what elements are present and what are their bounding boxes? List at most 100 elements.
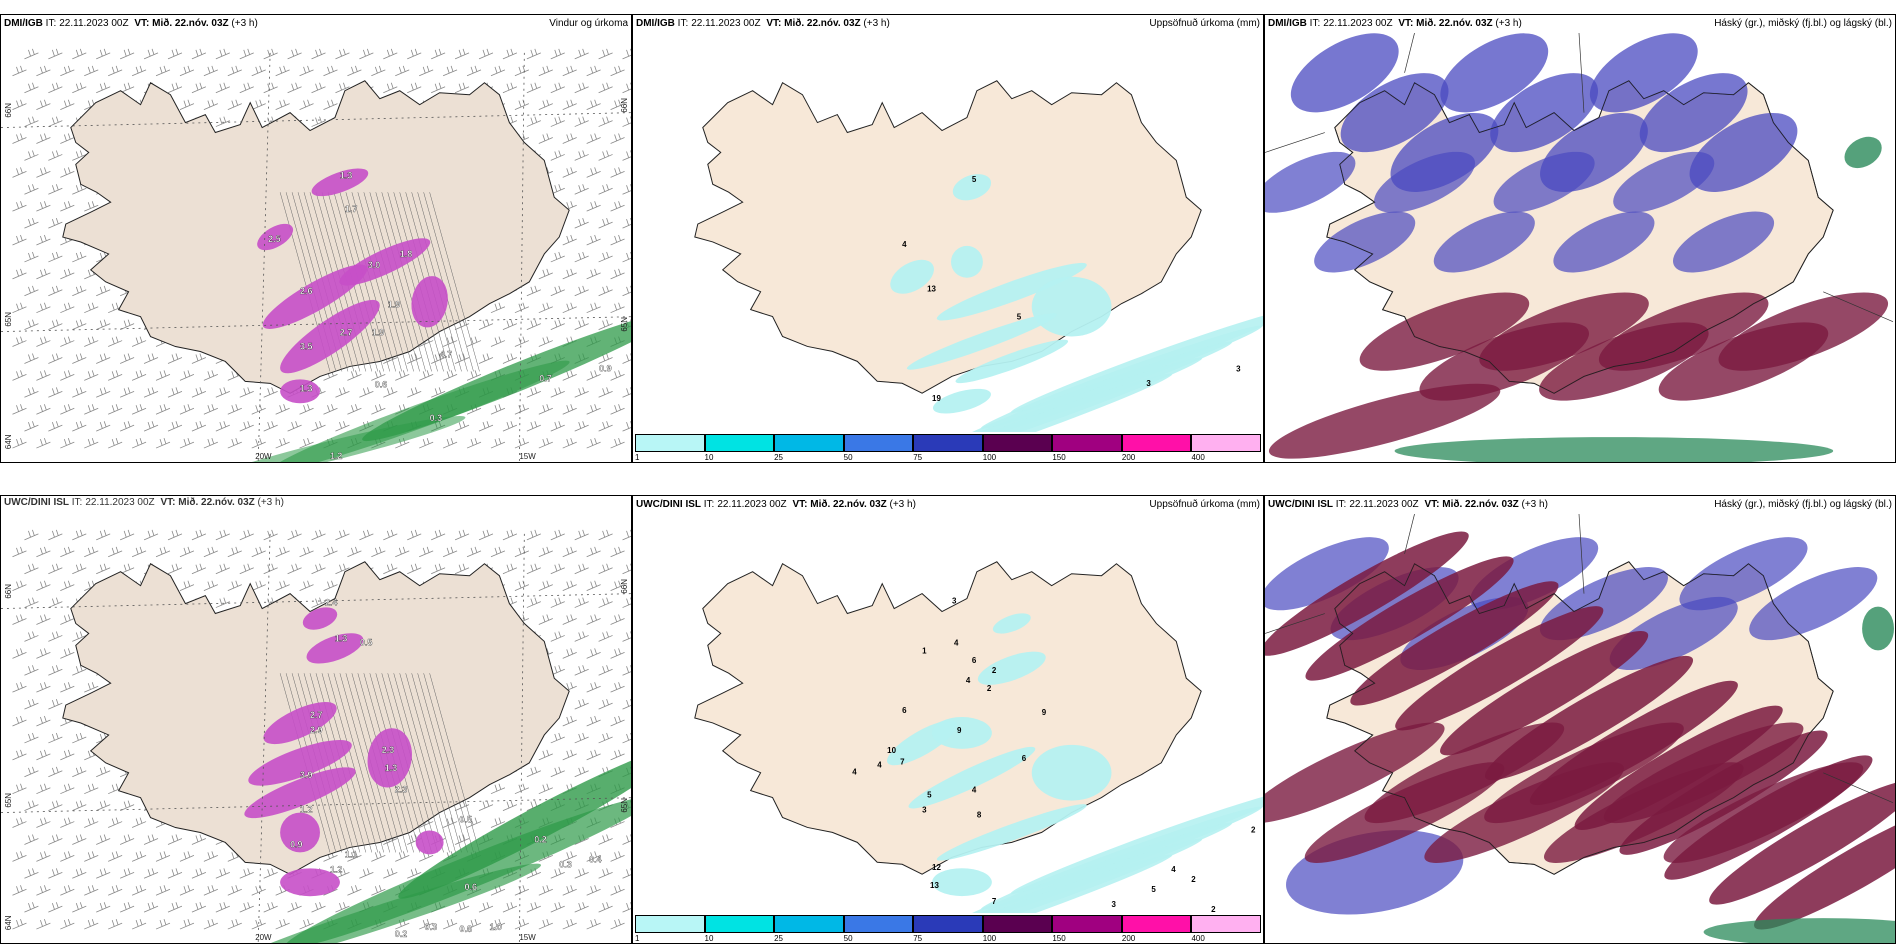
wind-barb: [12, 370, 27, 381]
lead-time: (+3 h): [1521, 499, 1548, 510]
wind-barb: [119, 529, 135, 541]
wind-barb: [550, 902, 565, 913]
cloud-patch: [1493, 151, 1595, 213]
wind-barb: [622, 699, 631, 710]
wind-barb: [407, 868, 422, 879]
wind-barb: [586, 302, 601, 314]
wind-barb: [598, 529, 613, 541]
wind-barb: [347, 885, 362, 896]
wind-barb: [610, 437, 625, 449]
hatch-line: [411, 673, 462, 853]
colorbar-swatch: [774, 915, 844, 933]
grid-line: [257, 533, 271, 943]
lead-time: (+3 h): [257, 497, 284, 508]
accum-value-label: 7: [992, 897, 997, 906]
wind-barb: [383, 387, 398, 398]
wind-barb: [610, 715, 625, 727]
wind-barb: [227, 404, 242, 415]
wind-barb: [610, 885, 625, 896]
wind-barb: [574, 48, 589, 60]
wind-barb: [466, 918, 482, 930]
colorbar-tick-label: 150: [1052, 453, 1066, 462]
colorbar-swatch: [1052, 915, 1122, 933]
wind-barb: [108, 851, 123, 862]
wind-barb: [143, 902, 159, 913]
wind-barb: [48, 868, 63, 879]
wind-barb: [72, 285, 87, 297]
wind-barb: [574, 150, 589, 161]
accum-value-label: 6: [902, 706, 907, 715]
wind-barb: [490, 817, 506, 828]
precip-blob: [955, 339, 1069, 384]
wind-barb: [586, 167, 601, 178]
wind-barb: [490, 302, 506, 314]
wind-barb: [12, 817, 27, 828]
wind-barb: [454, 563, 470, 575]
wind-barb: [131, 404, 147, 415]
wind-barb: [574, 319, 589, 330]
precip-blob: [411, 276, 448, 328]
cloud-patch: [1265, 531, 1469, 656]
wind-barb: [191, 421, 207, 432]
wind-barb: [490, 336, 506, 347]
wind-barb: [502, 48, 518, 60]
wind-barb: [24, 116, 39, 127]
wind-barb: [562, 404, 577, 415]
colorbar-swatch: [982, 915, 1053, 933]
wind-barb: [12, 65, 27, 77]
wind-barb: [610, 682, 625, 693]
model-name: UWC/DINI ISL: [1268, 499, 1333, 510]
wind-barb: [514, 302, 530, 314]
precip-value-label: 0.5: [460, 815, 472, 825]
wind-barb: [84, 546, 99, 558]
wind-barb: [550, 421, 565, 432]
wind-barb: [239, 387, 254, 398]
wind-barb: [335, 82, 350, 94]
hatch-line: [423, 192, 474, 372]
wind-barb: [598, 319, 613, 330]
wind-barb: [610, 580, 625, 592]
precip-value-label: 1.1: [345, 849, 357, 859]
cloud-patch: [1373, 151, 1476, 213]
wind-barb: [419, 437, 434, 449]
wind-barb: [251, 65, 266, 77]
wind-barb: [12, 404, 27, 415]
wind-barb: [610, 370, 625, 381]
colorbar-swatch: [635, 915, 705, 933]
wind-barb: [12, 783, 27, 795]
cloud-patch: [1613, 151, 1715, 213]
wind-barb: [36, 885, 51, 896]
init-time: 22.11.2023 00Z: [1349, 499, 1419, 510]
wind-barb: [108, 370, 123, 381]
wind-barb: [562, 302, 577, 314]
wind-barb: [108, 404, 123, 415]
wind-barb: [84, 404, 99, 415]
wind-barb: [227, 437, 242, 449]
wind-barb: [502, 319, 518, 330]
wind-barb: [131, 336, 147, 347]
wind-barb: [622, 665, 631, 676]
wind-barb: [526, 766, 541, 778]
wind-barb: [12, 851, 27, 862]
wind-barb: [311, 48, 326, 60]
wind-barb: [610, 201, 625, 212]
wind-barb: [24, 218, 39, 229]
wind-barb: [167, 82, 183, 94]
wind-barb: [108, 336, 123, 347]
wind-barb: [36, 65, 51, 77]
wind-barb: [155, 65, 171, 77]
colorbar-swatch: [1191, 915, 1261, 933]
precip-blob: [302, 607, 338, 630]
wind-barb: [36, 370, 51, 381]
wind-barb: [550, 868, 565, 879]
wind-barb: [84, 65, 99, 77]
wind-barb: [60, 682, 75, 693]
wind-barb: [155, 404, 171, 415]
colorbar-tick-label: 400: [1191, 934, 1205, 943]
accum-value-label: 3: [1236, 364, 1241, 373]
wind-barb: [24, 665, 39, 676]
wind-barb: [574, 387, 589, 398]
latitude-label: 64N: [4, 434, 13, 449]
wind-barb: [538, 133, 553, 144]
colorbar-tick-label: 100: [982, 934, 997, 943]
